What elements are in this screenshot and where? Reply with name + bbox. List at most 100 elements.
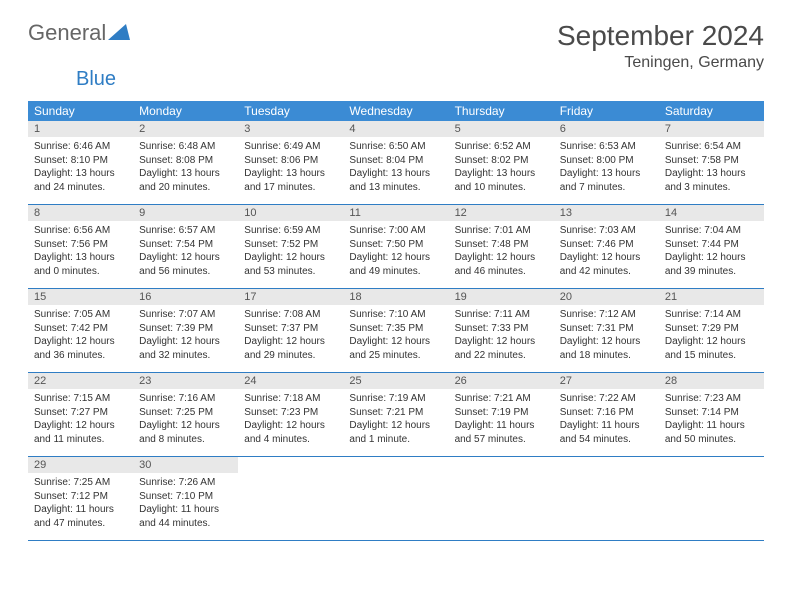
day-number: 22 bbox=[28, 373, 133, 389]
calendar-day-cell: 21Sunrise: 7:14 AMSunset: 7:29 PMDayligh… bbox=[659, 289, 764, 373]
sunset-line: Sunset: 8:10 PM bbox=[34, 154, 127, 168]
sunset-line: Sunset: 8:06 PM bbox=[244, 154, 337, 168]
day-number: 1 bbox=[28, 121, 133, 137]
day-number: 16 bbox=[133, 289, 238, 305]
sunrise-line: Sunrise: 6:54 AM bbox=[665, 140, 758, 154]
sunset-line: Sunset: 7:19 PM bbox=[455, 406, 548, 420]
sunrise-line: Sunrise: 7:07 AM bbox=[139, 308, 232, 322]
calendar-day-cell: 8Sunrise: 6:56 AMSunset: 7:56 PMDaylight… bbox=[28, 205, 133, 289]
calendar-day-cell: 10Sunrise: 6:59 AMSunset: 7:52 PMDayligh… bbox=[238, 205, 343, 289]
sunset-line: Sunset: 7:27 PM bbox=[34, 406, 127, 420]
sunrise-line: Sunrise: 7:15 AM bbox=[34, 392, 127, 406]
day-content: Sunrise: 6:49 AMSunset: 8:06 PMDaylight:… bbox=[238, 137, 343, 204]
day-content: Sunrise: 7:19 AMSunset: 7:21 PMDaylight:… bbox=[343, 389, 448, 456]
sunset-line: Sunset: 8:02 PM bbox=[455, 154, 548, 168]
sunset-line: Sunset: 7:58 PM bbox=[665, 154, 758, 168]
sunset-line: Sunset: 7:25 PM bbox=[139, 406, 232, 420]
brand-name-2: Blue bbox=[76, 68, 116, 90]
sunrise-line: Sunrise: 7:16 AM bbox=[139, 392, 232, 406]
day-content: Sunrise: 6:59 AMSunset: 7:52 PMDaylight:… bbox=[238, 221, 343, 288]
calendar-day-cell: 28Sunrise: 7:23 AMSunset: 7:14 PMDayligh… bbox=[659, 373, 764, 457]
calendar-day-cell: 13Sunrise: 7:03 AMSunset: 7:46 PMDayligh… bbox=[554, 205, 659, 289]
calendar-day-cell: .. bbox=[449, 457, 554, 541]
daylight-line: Daylight: 12 hours and 46 minutes. bbox=[455, 251, 548, 278]
daylight-line: Daylight: 13 hours and 7 minutes. bbox=[560, 167, 653, 194]
sunrise-line: Sunrise: 7:00 AM bbox=[349, 224, 442, 238]
day-content: Sunrise: 6:52 AMSunset: 8:02 PMDaylight:… bbox=[449, 137, 554, 204]
calendar-day-cell: 5Sunrise: 6:52 AMSunset: 8:02 PMDaylight… bbox=[449, 121, 554, 205]
daylight-line: Daylight: 12 hours and 32 minutes. bbox=[139, 335, 232, 362]
day-number: 24 bbox=[238, 373, 343, 389]
day-number: 7 bbox=[659, 121, 764, 137]
day-content: Sunrise: 7:18 AMSunset: 7:23 PMDaylight:… bbox=[238, 389, 343, 456]
daylight-line: Daylight: 12 hours and 53 minutes. bbox=[244, 251, 337, 278]
day-number: 10 bbox=[238, 205, 343, 221]
calendar-table: Sunday Monday Tuesday Wednesday Thursday… bbox=[28, 101, 764, 541]
daylight-line: Daylight: 12 hours and 29 minutes. bbox=[244, 335, 337, 362]
sunrise-line: Sunrise: 6:57 AM bbox=[139, 224, 232, 238]
sunrise-line: Sunrise: 7:23 AM bbox=[665, 392, 758, 406]
calendar-day-cell: 2Sunrise: 6:48 AMSunset: 8:08 PMDaylight… bbox=[133, 121, 238, 205]
sunrise-line: Sunrise: 7:12 AM bbox=[560, 308, 653, 322]
day-number: 20 bbox=[554, 289, 659, 305]
day-number: 2 bbox=[133, 121, 238, 137]
daylight-line: Daylight: 13 hours and 13 minutes. bbox=[349, 167, 442, 194]
sunset-line: Sunset: 7:44 PM bbox=[665, 238, 758, 252]
calendar-day-cell: 20Sunrise: 7:12 AMSunset: 7:31 PMDayligh… bbox=[554, 289, 659, 373]
day-number: 28 bbox=[659, 373, 764, 389]
daylight-line: Daylight: 11 hours and 54 minutes. bbox=[560, 419, 653, 446]
day-number: 26 bbox=[449, 373, 554, 389]
day-number: 15 bbox=[28, 289, 133, 305]
sunset-line: Sunset: 7:37 PM bbox=[244, 322, 337, 336]
daylight-line: Daylight: 11 hours and 44 minutes. bbox=[139, 503, 232, 530]
calendar-week-row: 15Sunrise: 7:05 AMSunset: 7:42 PMDayligh… bbox=[28, 289, 764, 373]
day-number: 5 bbox=[449, 121, 554, 137]
day-content: Sunrise: 7:21 AMSunset: 7:19 PMDaylight:… bbox=[449, 389, 554, 456]
day-number: 11 bbox=[343, 205, 448, 221]
calendar-day-cell: .. bbox=[554, 457, 659, 541]
day-content: Sunrise: 7:15 AMSunset: 7:27 PMDaylight:… bbox=[28, 389, 133, 456]
calendar-day-cell: 7Sunrise: 6:54 AMSunset: 7:58 PMDaylight… bbox=[659, 121, 764, 205]
calendar-day-cell: 22Sunrise: 7:15 AMSunset: 7:27 PMDayligh… bbox=[28, 373, 133, 457]
calendar-day-cell: 12Sunrise: 7:01 AMSunset: 7:48 PMDayligh… bbox=[449, 205, 554, 289]
sunset-line: Sunset: 7:14 PM bbox=[665, 406, 758, 420]
calendar-day-cell: 1Sunrise: 6:46 AMSunset: 8:10 PMDaylight… bbox=[28, 121, 133, 205]
sunset-line: Sunset: 7:31 PM bbox=[560, 322, 653, 336]
calendar-day-cell: 17Sunrise: 7:08 AMSunset: 7:37 PMDayligh… bbox=[238, 289, 343, 373]
weekday-header: Friday bbox=[554, 101, 659, 121]
sunrise-line: Sunrise: 7:18 AM bbox=[244, 392, 337, 406]
daylight-line: Daylight: 12 hours and 25 minutes. bbox=[349, 335, 442, 362]
sunset-line: Sunset: 7:21 PM bbox=[349, 406, 442, 420]
header: General September 2024 Teningen, Germany bbox=[28, 20, 764, 72]
day-content: Sunrise: 7:12 AMSunset: 7:31 PMDaylight:… bbox=[554, 305, 659, 372]
calendar-day-cell: 14Sunrise: 7:04 AMSunset: 7:44 PMDayligh… bbox=[659, 205, 764, 289]
calendar-body: 1Sunrise: 6:46 AMSunset: 8:10 PMDaylight… bbox=[28, 121, 764, 541]
day-number: 8 bbox=[28, 205, 133, 221]
day-number: 27 bbox=[554, 373, 659, 389]
day-content: Sunrise: 7:04 AMSunset: 7:44 PMDaylight:… bbox=[659, 221, 764, 288]
sunset-line: Sunset: 7:29 PM bbox=[665, 322, 758, 336]
calendar-day-cell: 11Sunrise: 7:00 AMSunset: 7:50 PMDayligh… bbox=[343, 205, 448, 289]
day-number: 21 bbox=[659, 289, 764, 305]
day-content: Sunrise: 7:05 AMSunset: 7:42 PMDaylight:… bbox=[28, 305, 133, 372]
sunrise-line: Sunrise: 6:48 AM bbox=[139, 140, 232, 154]
month-title: September 2024 bbox=[557, 20, 764, 52]
weekday-header: Monday bbox=[133, 101, 238, 121]
day-content: Sunrise: 6:53 AMSunset: 8:00 PMDaylight:… bbox=[554, 137, 659, 204]
day-number: 9 bbox=[133, 205, 238, 221]
sunrise-line: Sunrise: 6:59 AM bbox=[244, 224, 337, 238]
day-content: Sunrise: 7:10 AMSunset: 7:35 PMDaylight:… bbox=[343, 305, 448, 372]
sunrise-line: Sunrise: 7:04 AM bbox=[665, 224, 758, 238]
calendar-day-cell: .. bbox=[238, 457, 343, 541]
day-number: 19 bbox=[449, 289, 554, 305]
day-content: Sunrise: 6:46 AMSunset: 8:10 PMDaylight:… bbox=[28, 137, 133, 204]
day-content: Sunrise: 6:54 AMSunset: 7:58 PMDaylight:… bbox=[659, 137, 764, 204]
brand-name-1: General bbox=[28, 20, 106, 46]
calendar-day-cell: 29Sunrise: 7:25 AMSunset: 7:12 PMDayligh… bbox=[28, 457, 133, 541]
sunrise-line: Sunrise: 6:50 AM bbox=[349, 140, 442, 154]
day-content: Sunrise: 6:50 AMSunset: 8:04 PMDaylight:… bbox=[343, 137, 448, 204]
day-number: 12 bbox=[449, 205, 554, 221]
calendar-week-row: 1Sunrise: 6:46 AMSunset: 8:10 PMDaylight… bbox=[28, 121, 764, 205]
calendar-day-cell: 24Sunrise: 7:18 AMSunset: 7:23 PMDayligh… bbox=[238, 373, 343, 457]
sunrise-line: Sunrise: 6:46 AM bbox=[34, 140, 127, 154]
